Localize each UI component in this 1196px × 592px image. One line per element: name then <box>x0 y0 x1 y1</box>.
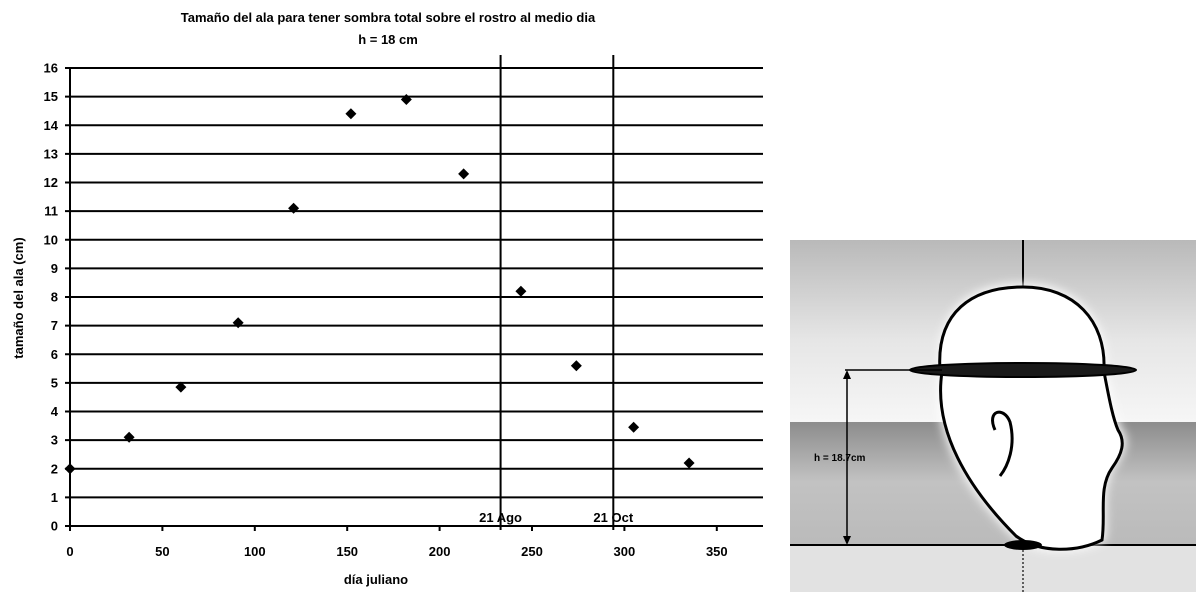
x-tick-label: 150 <box>336 544 358 559</box>
y-tick-label: 1 <box>51 490 58 505</box>
data-point <box>458 168 469 179</box>
data-point <box>65 463 76 474</box>
y-tick-label: 16 <box>44 61 58 76</box>
x-tick-label: 50 <box>155 544 169 559</box>
data-point <box>345 108 356 119</box>
y-tick-label: 9 <box>51 261 58 276</box>
hat-brim <box>910 363 1136 377</box>
x-tick-label: 0 <box>66 544 73 559</box>
y-tick-label: 6 <box>51 347 58 362</box>
y-tick-label: 7 <box>51 318 58 333</box>
hat-head-illustration: h = 18.7cm <box>790 240 1196 592</box>
chart-title: Tamaño del ala para tener sombra total s… <box>181 10 596 25</box>
y-tick-label: 3 <box>51 433 58 448</box>
chart-subtitle: h = 18 cm <box>358 32 418 47</box>
y-tick-label: 10 <box>44 232 58 247</box>
floor-strip <box>790 546 1196 592</box>
gridlines <box>70 68 763 497</box>
x-tick-label: 300 <box>614 544 636 559</box>
reference-line-label: 21 Oct <box>593 510 633 525</box>
y-tick-label: 13 <box>44 146 58 161</box>
shadow-on-ground <box>1004 540 1042 550</box>
x-tick-labels: 0 50 100 150 200 250 300 350 <box>66 544 727 559</box>
y-tick-label: 15 <box>44 89 58 104</box>
y-tick-label: 12 <box>44 175 58 190</box>
y-tick-label: 0 <box>51 519 58 534</box>
y-tick-label: 2 <box>51 461 58 476</box>
x-tick-label: 100 <box>244 544 266 559</box>
y-tick-label: 4 <box>51 404 59 419</box>
x-tick-label: 250 <box>521 544 543 559</box>
y-tick-label: 8 <box>51 290 58 305</box>
y-tick-label: 11 <box>44 204 58 219</box>
reference-line-label: 21 Ago <box>479 510 522 525</box>
data-point <box>571 360 582 371</box>
y-axis-label: tamaño del ala (cm) <box>11 237 26 358</box>
data-point <box>515 286 526 297</box>
axes <box>65 68 763 531</box>
data-points <box>65 94 695 474</box>
measurement-label: h = 18.7cm <box>814 453 866 464</box>
x-axis-label: día juliano <box>344 572 408 587</box>
data-point <box>628 422 639 433</box>
y-tick-label: 5 <box>51 375 58 390</box>
x-tick-label: 200 <box>429 544 451 559</box>
x-tick-label: 350 <box>706 544 728 559</box>
y-tick-label: 14 <box>44 118 59 133</box>
brim-size-chart: Tamaño del ala para tener sombra total s… <box>0 0 780 592</box>
data-point <box>684 458 695 469</box>
